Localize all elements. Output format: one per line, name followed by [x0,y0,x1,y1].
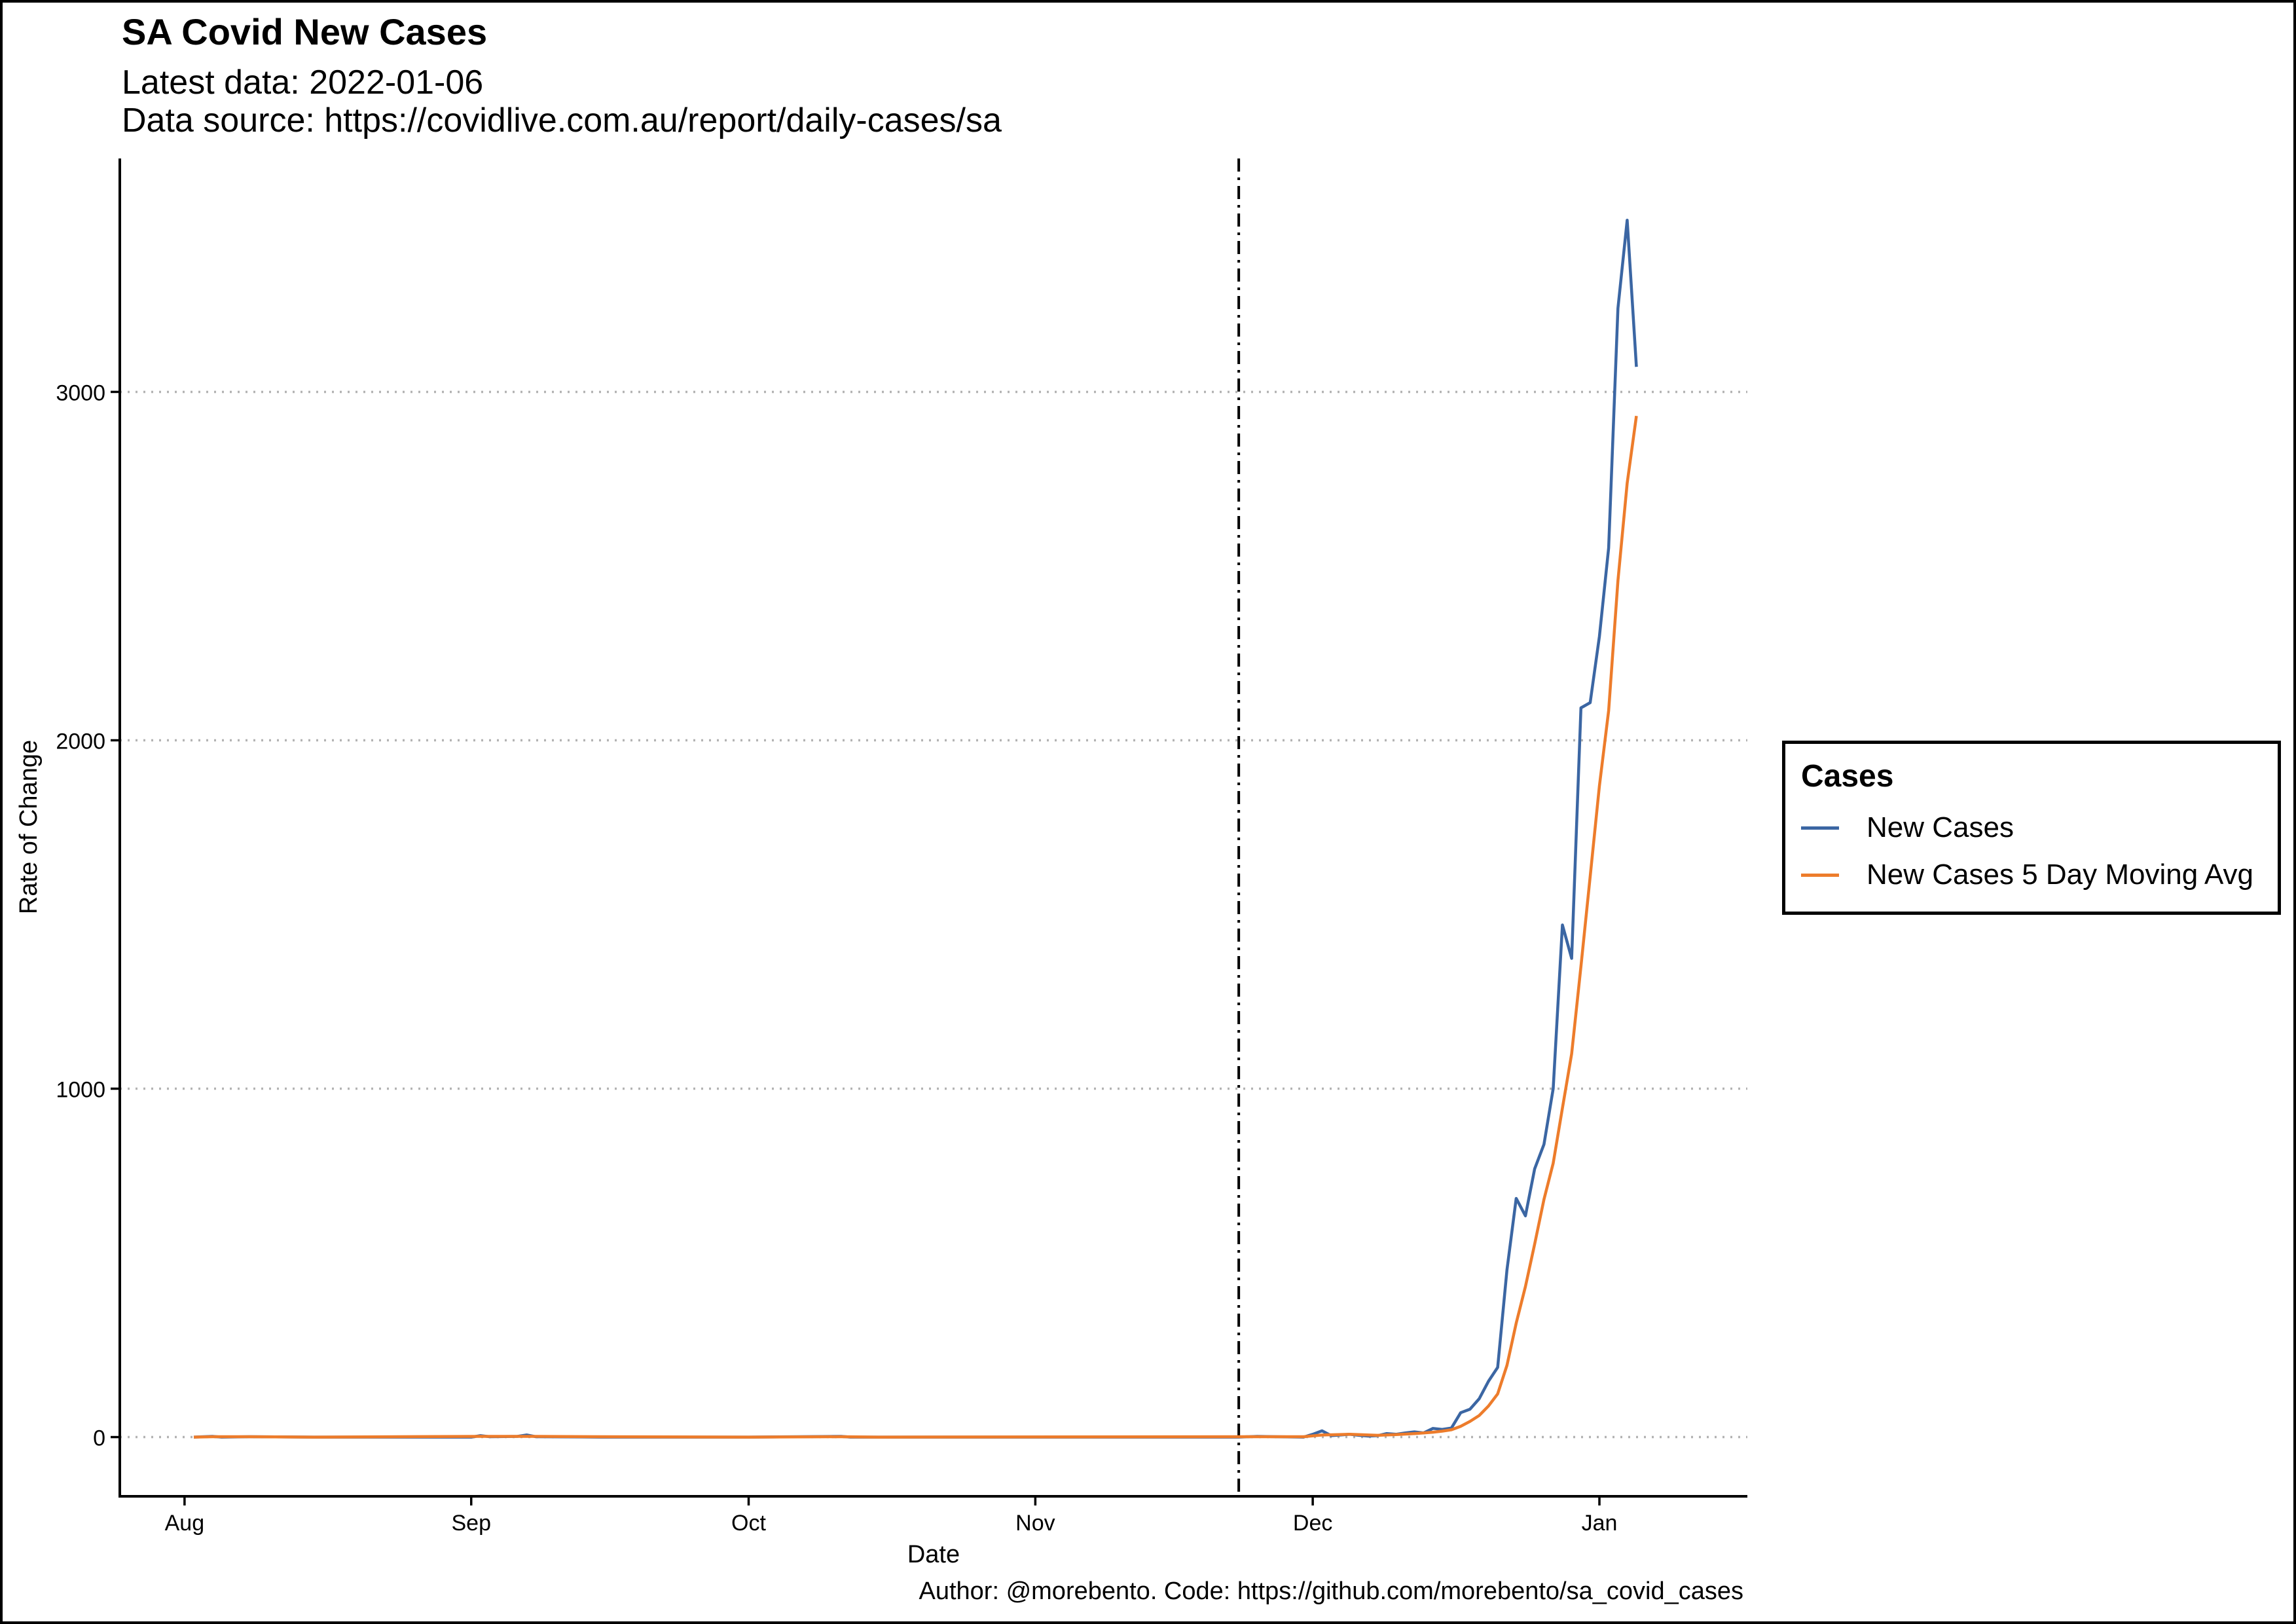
line-chart: 0 1000 2000 3000 Aug Sep Oct Nov Dec Jan Date Rat… [15,158,1747,1568]
legend-label-new-cases: New Cases [1867,811,2014,843]
legend-label-moving-avg: New Cases 5 Day Moving Avg [1867,858,2254,891]
tick-marks-and-labels: 0 1000 2000 3000 Aug Sep Oct Nov Dec Jan [56,380,1617,1536]
legend: Cases New Cases New Cases 5 Day Moving A… [1782,741,2281,915]
gridlines [120,390,1747,1439]
x-axis-title: Date [907,1541,960,1568]
legend-item-new-cases: New Cases [1801,809,2014,846]
x-tick-label-jan: Jan [1582,1511,1618,1536]
chart-title: SA Covid New Cases [122,11,488,52]
y-tick-label-2000: 2000 [56,729,105,754]
legend-swatch-new-cases [1801,826,1839,830]
legend-item-moving-avg: New Cases 5 Day Moving Avg [1801,857,2253,893]
x-tick-label-aug: Aug [165,1511,205,1536]
x-tick-label-oct: Oct [731,1511,766,1536]
legend-title: Cases [1801,759,1894,794]
y-tick-label-3000: 3000 [56,380,105,405]
series-line-new-cases [193,218,1638,1439]
x-tick-label-dec: Dec [1293,1511,1332,1536]
chart-caption: Author: @morebento. Code: https://github… [919,1578,1744,1605]
series-lines [193,218,1638,1439]
y-tick-label-0: 0 [93,1426,105,1451]
y-tick-label-1000: 1000 [56,1078,105,1103]
chart-subtitle-data-source: Data source: https://covidlive.com.au/re… [122,101,1002,139]
x-tick-label-sep: Sep [452,1511,492,1536]
x-tick-label-nov: Nov [1015,1511,1055,1536]
chart-subtitle-latest-data: Latest data: 2022-01-06 [122,64,484,101]
axes [118,158,1747,1498]
series-line-moving-avg [193,415,1638,1439]
y-axis-title: Rate of Change [15,740,43,914]
legend-swatch-moving-avg [1801,873,1839,877]
